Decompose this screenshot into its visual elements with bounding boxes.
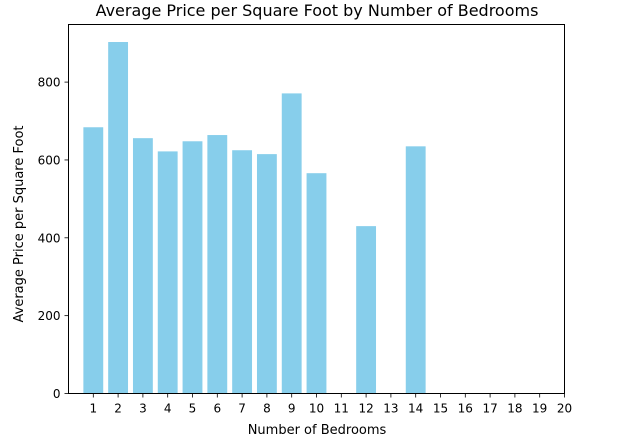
bar-10-bedrooms	[306, 173, 327, 394]
x-tick-label: 19	[532, 402, 547, 416]
x-tick-label: 5	[189, 402, 197, 416]
x-tick-label: 10	[309, 402, 324, 416]
bar-6-bedrooms	[207, 135, 228, 394]
x-tick-label: 18	[507, 402, 522, 416]
x-tick-label: 3	[139, 402, 147, 416]
bar-2-bedrooms	[108, 42, 129, 394]
x-tick-label: 15	[433, 402, 448, 416]
y-axis-ticks: 0 200 400 600 800	[38, 76, 69, 401]
x-tick-label: 4	[164, 402, 172, 416]
x-tick-label: 6	[213, 402, 221, 416]
x-tick-label: 20	[557, 402, 572, 416]
y-tick-label: 200	[38, 309, 61, 323]
bar-4-bedrooms	[157, 151, 178, 394]
x-tick-label: 9	[288, 402, 296, 416]
y-tick-label: 600	[38, 153, 61, 167]
x-tick-label: 1	[89, 402, 97, 416]
x-tick-label: 7	[238, 402, 246, 416]
x-tick-label: 14	[408, 402, 423, 416]
y-axis-label: Average Price per Square Foot	[12, 125, 27, 322]
bar-14-bedrooms	[405, 146, 426, 394]
x-tick-label: 12	[358, 402, 373, 416]
x-tick-label: 16	[458, 402, 473, 416]
x-axis-ticks: 1 2 3 4 5 6 7 8 9 10 11 12 13 14 15 16 17 18 19 20	[89, 393, 572, 416]
bar-3-bedrooms	[132, 138, 153, 394]
plot-frame	[68, 24, 565, 394]
x-tick-label: 11	[334, 402, 349, 416]
x-tick-label: 13	[383, 402, 398, 416]
y-tick-label: 400	[38, 231, 61, 245]
bar-8-bedrooms	[256, 154, 277, 394]
x-axis-label: Number of Bedrooms	[248, 423, 387, 438]
x-tick-label: 2	[114, 402, 122, 416]
bar-12-bedrooms	[356, 226, 377, 394]
bar-1-bedrooms	[83, 127, 104, 394]
bars-layer	[83, 42, 426, 394]
x-tick-label: 8	[263, 402, 271, 416]
bar-9-bedrooms	[281, 93, 302, 394]
bar-7-bedrooms	[232, 150, 253, 394]
y-tick-label: 800	[38, 76, 61, 90]
y-tick-label: 0	[53, 387, 61, 401]
bar-5-bedrooms	[182, 141, 203, 394]
chart-title: Average Price per Square Foot by Number …	[96, 1, 539, 20]
x-tick-label: 17	[482, 402, 497, 416]
